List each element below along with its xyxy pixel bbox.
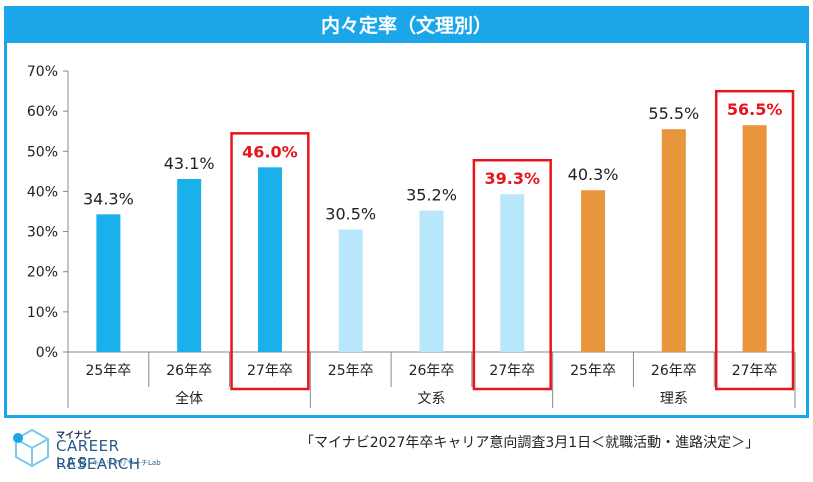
bar bbox=[257, 167, 282, 352]
logo-main: CAREER RESEARCH bbox=[56, 437, 141, 473]
logo-jp: キャリアリサーチLab bbox=[92, 459, 161, 467]
bar-value-label: 39.3% bbox=[485, 169, 541, 188]
y-tick-label: 30% bbox=[27, 225, 58, 241]
y-tick-label: 70% bbox=[27, 64, 58, 80]
bar bbox=[338, 229, 363, 352]
category-label: 25年卒 bbox=[328, 363, 374, 379]
group-label: 全体 bbox=[175, 390, 203, 407]
highlight-box bbox=[230, 132, 310, 391]
group-label: 理系 bbox=[660, 391, 688, 407]
bar bbox=[96, 214, 121, 352]
bar-value-label: 35.2% bbox=[406, 186, 457, 205]
category-label: 26年卒 bbox=[651, 363, 697, 379]
bar bbox=[581, 190, 606, 352]
y-tick-label: 40% bbox=[27, 184, 58, 200]
highlight-box bbox=[472, 158, 552, 391]
bar bbox=[500, 194, 525, 352]
y-tick-label: 20% bbox=[27, 265, 58, 281]
bar bbox=[742, 125, 767, 352]
bar-value-label: 30.5% bbox=[325, 205, 376, 224]
source-caption: 「マイナビ2027年卒キャリア意向調査3月1日＜就職活動・進路決定＞」 bbox=[300, 435, 760, 451]
category-label: 26年卒 bbox=[409, 363, 455, 379]
y-tick-label: 0% bbox=[36, 345, 58, 361]
bar bbox=[661, 129, 686, 352]
category-label: 27年卒 bbox=[732, 363, 778, 379]
career-research-lab-logo: マイナビ CAREER RESEARCH LAB キャリアリサーチLab bbox=[12, 426, 192, 474]
category-label: 27年卒 bbox=[247, 363, 293, 379]
bar-value-label: 56.5% bbox=[727, 100, 783, 119]
highlight-box bbox=[714, 89, 795, 391]
y-tick-label: 10% bbox=[27, 305, 58, 321]
logo-brand: マイナビ bbox=[56, 431, 92, 441]
bar-value-label: 34.3% bbox=[83, 189, 134, 208]
bar-value-label: 46.0% bbox=[242, 142, 298, 161]
category-label: 25年卒 bbox=[85, 363, 131, 379]
y-tick-label: 50% bbox=[27, 144, 58, 160]
group-label: 文系 bbox=[418, 391, 446, 407]
cube-logo-icon bbox=[13, 428, 49, 468]
category-label: 27年卒 bbox=[489, 363, 535, 379]
bar-value-label: 55.5% bbox=[648, 104, 699, 123]
category-label: 26年卒 bbox=[166, 363, 212, 379]
bar bbox=[177, 178, 202, 352]
y-tick-label: 60% bbox=[27, 104, 58, 120]
bar-value-label: 40.3% bbox=[568, 165, 619, 184]
logo-lab: LAB bbox=[56, 456, 91, 471]
bar bbox=[419, 210, 444, 352]
bar-value-label: 43.1% bbox=[164, 154, 215, 173]
category-label: 25年卒 bbox=[570, 363, 616, 379]
chart-title: 内々定率（文理別） bbox=[7, 9, 806, 43]
